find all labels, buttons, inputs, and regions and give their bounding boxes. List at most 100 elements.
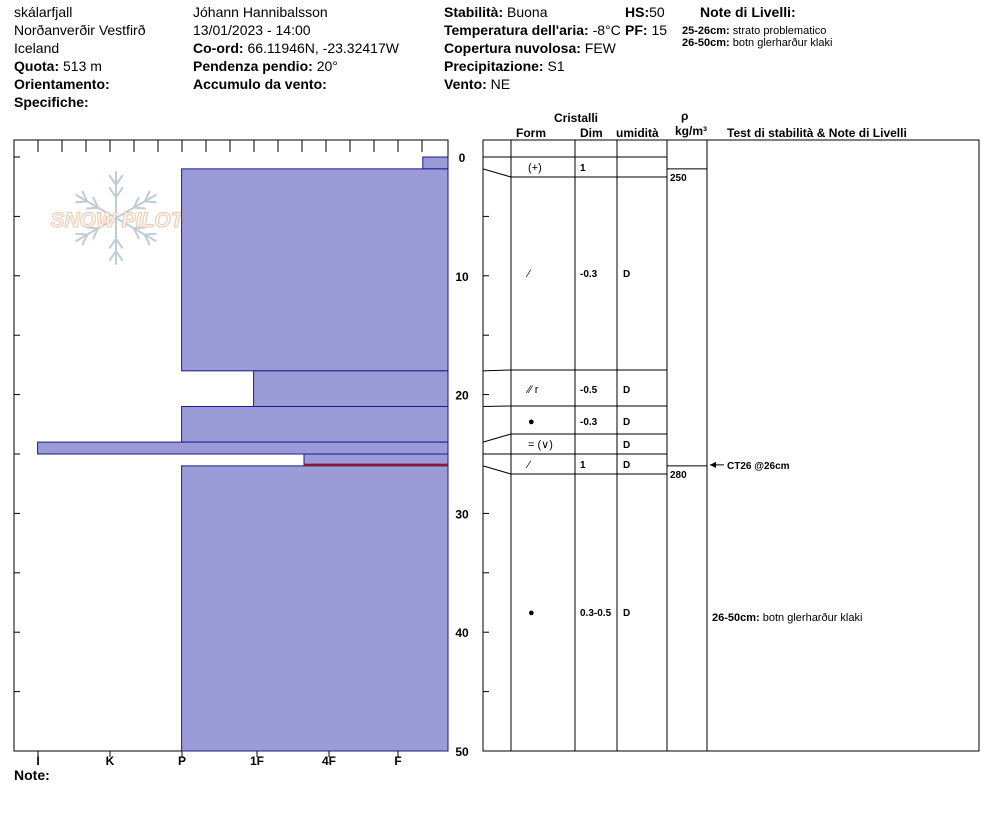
snowpilot-logo-text: SNOW PILOT (51, 209, 186, 232)
grain-form-symbol: ● (528, 607, 535, 619)
density-unit: kg/m³ (675, 124, 708, 138)
moisture-value: D (623, 608, 630, 619)
depth-connector (482, 369, 512, 372)
notes-label-text: Note: (14, 767, 50, 783)
observer-name: Jóhann Hannibalsson (193, 4, 328, 20)
hardness-bar (37, 441, 449, 455)
hardness-bar (253, 370, 449, 407)
depth-connector (482, 433, 512, 443)
grain-size-value: 1 (580, 460, 586, 471)
elevation-value: 513 m (63, 58, 102, 74)
hardness-bar (181, 405, 449, 443)
layer-notes-title-text: Note di Livelli: (700, 4, 796, 20)
pf-field: PF: 15 (625, 21, 667, 39)
layer-comment: 26-50cm: botn glerharður klaki (712, 612, 862, 624)
layer-note-1: 25-26cm: strato problematico (682, 25, 826, 38)
sky-field: Copertura nuvolosa: FEW (444, 39, 616, 57)
stability-test-result: CT26 @26cm (727, 461, 790, 472)
wind-loading-field: Accumulo da vento: (193, 75, 327, 93)
elevation-field: Quota: 513 m (14, 57, 102, 75)
grain-form-symbol: ⁄⁄ r (525, 384, 539, 396)
coordinates-field: Co-ord: 66.11946N, -23.32417W (193, 39, 399, 57)
grain-size-value: 0.3-0.5 (580, 608, 612, 619)
hardness-tick-label: K (106, 754, 115, 768)
location-region: Norðanverðir Vestfirð (14, 22, 146, 38)
layer-note-2: 26-50cm: botn glerharður klaki (682, 37, 832, 50)
depth-tick-label: 20 (455, 389, 469, 403)
hardness-bar (181, 168, 449, 372)
layer-comment-text: botn glerharður klaki (763, 612, 863, 624)
grain-table-frame (482, 139, 980, 752)
wind-field: Vento: NE (444, 75, 510, 93)
depth-tick-label: 50 (455, 745, 469, 759)
aspect-field: Orientamento: (14, 75, 110, 93)
sky-value: FEW (584, 40, 616, 56)
stability-field: Stabilità: Buona (444, 3, 548, 21)
specifics-field: Specifiche: (14, 93, 89, 111)
hs-label: HS: (625, 4, 650, 20)
hardness-bar (422, 156, 449, 170)
slope-label: Pendenza pendio: (193, 58, 313, 74)
tests-column-header: Test di stabilità & Note di Livelli (727, 126, 907, 140)
density-symbol: ρ (681, 109, 689, 123)
coordinates-value: 66.11946N, -23.32417W (247, 40, 399, 56)
moisture-value: D (623, 460, 630, 471)
stability-label: Stabilità: (444, 4, 504, 20)
moisture-column-header: umidità (616, 126, 659, 140)
precip-label: Precipitazione: (444, 58, 544, 74)
snowpilot-logo: SNOW PILOT (50, 171, 186, 265)
hs-value: 50 (649, 4, 665, 20)
layer-note-1-text: strato problematico (732, 25, 827, 37)
pf-label: PF: (625, 22, 648, 38)
grain-size-value: -0.5 (580, 385, 598, 396)
notes-label: Note: (14, 766, 50, 784)
precip-value: S1 (547, 58, 565, 74)
size-column-header: Dim (580, 126, 603, 140)
hardness-tick-label: P (178, 754, 186, 768)
depth-tick-label: 10 (455, 270, 469, 284)
specifics-label: Specifiche: (14, 94, 89, 110)
layer-note-2-range: 26-50cm: (682, 37, 730, 49)
elevation-label: Quota: (14, 58, 60, 74)
aspect-label: Orientamento: (14, 76, 110, 92)
observation-datetime: 13/01/2023 - 14:00 (193, 22, 311, 38)
layer-notes-title: Note di Livelli: (700, 3, 796, 21)
depth-connector (482, 168, 512, 178)
air-temp-label: Temperatura dell'aria: (444, 22, 589, 38)
moisture-value: D (623, 385, 630, 396)
hardness-bar (181, 465, 449, 752)
test-arrow-icon (710, 461, 716, 468)
stability-value: Buona (507, 4, 548, 20)
depth-connector (482, 465, 512, 475)
moisture-value: D (623, 269, 630, 280)
location-country: Iceland (14, 40, 60, 56)
coordinates-label: Co-ord: (193, 40, 244, 56)
layer-comment-range: 26-50cm: (712, 612, 763, 624)
location-site: skálarfjall (14, 4, 73, 20)
hardness-tick-label: F (394, 754, 401, 768)
slope-value: 20° (316, 58, 338, 74)
depth-tick-label: 40 (455, 626, 469, 640)
moisture-value: D (623, 440, 630, 451)
grain-size-value: 1 (580, 163, 586, 174)
grain-size-value: -0.3 (580, 417, 598, 428)
density-value: 250 (670, 173, 687, 184)
wind-loading-label: Accumulo da vento: (193, 76, 327, 92)
depth-tick-label: 0 (459, 151, 466, 165)
air-temp-field: Temperatura dell'aria: -8°C (444, 21, 621, 39)
grain-form-symbol: (+) (528, 162, 542, 174)
air-temp-value: -8°C (592, 22, 621, 38)
grain-form-symbol: ⁄ (525, 459, 532, 471)
hardness-tick-label: 4F (322, 754, 336, 768)
precip-field: Precipitazione: S1 (444, 57, 565, 75)
slope-field: Pendenza pendio: 20° (193, 57, 338, 75)
pf-value: 15 (651, 22, 668, 38)
sky-label: Copertura nuvolosa: (444, 40, 581, 56)
form-column-header: Form (516, 126, 546, 140)
depth-tick-label: 30 (455, 507, 469, 521)
layer-note-2-text: botn glerharður klaki (732, 37, 833, 49)
hardness-tick-label: 1F (250, 754, 264, 768)
wind-value: NE (490, 76, 511, 92)
moisture-value: D (623, 417, 630, 428)
